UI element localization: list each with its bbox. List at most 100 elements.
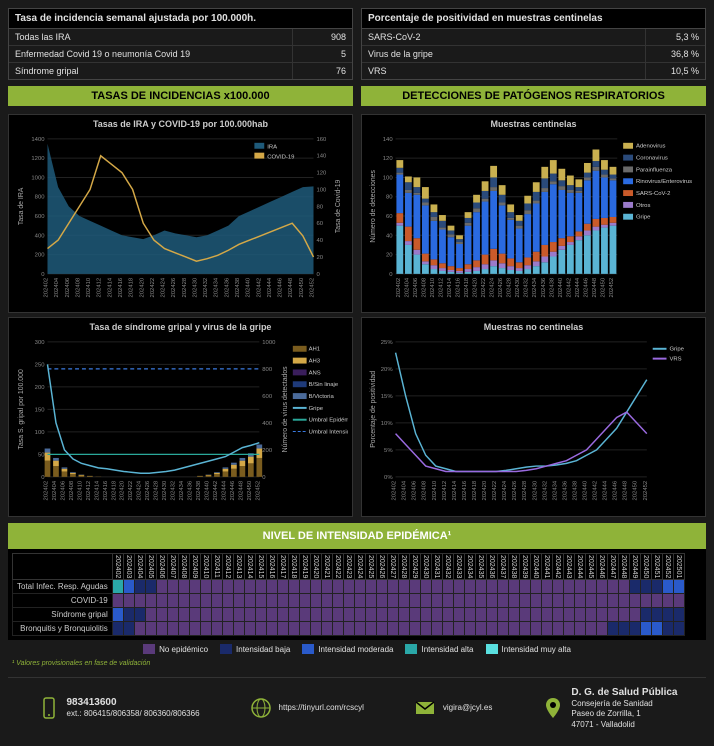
svg-text:202450: 202450 (633, 480, 639, 500)
svg-text:202416: 202416 (462, 480, 468, 500)
svg-text:202442: 202442 (593, 481, 599, 501)
svg-text:20%: 20% (381, 367, 394, 373)
svg-text:202406: 202406 (412, 480, 418, 500)
svg-text:250: 250 (35, 363, 46, 369)
svg-text:Gripe: Gripe (309, 406, 324, 412)
svg-text:202402: 202402 (396, 278, 402, 298)
svg-text:202450: 202450 (600, 277, 606, 297)
heatmap-row-label: Bronquitis y Bronquiolitis (13, 622, 113, 636)
svg-text:202414: 202414 (447, 277, 453, 297)
svg-text:202420: 202420 (139, 277, 145, 297)
svg-text:202426: 202426 (498, 277, 504, 297)
svg-text:400: 400 (35, 233, 46, 239)
svg-text:202434: 202434 (532, 277, 538, 297)
svg-text:10%: 10% (381, 421, 394, 427)
svg-text:Coronavirus: Coronavirus (636, 156, 668, 162)
svg-text:202444: 202444 (221, 480, 227, 500)
svg-text:202420: 202420 (473, 277, 479, 297)
svg-text:202442: 202442 (213, 481, 219, 501)
svg-text:202436: 202436 (224, 277, 230, 297)
svg-text:202412: 202412 (438, 278, 444, 298)
svg-text:202436: 202436 (562, 480, 568, 500)
svg-text:202404: 202404 (52, 480, 58, 500)
svg-text:202440: 202440 (246, 277, 252, 297)
svg-text:202440: 202440 (583, 480, 589, 500)
svg-text:202416: 202416 (456, 277, 462, 297)
svg-text:IRA: IRA (267, 145, 277, 151)
svg-text:800: 800 (35, 195, 46, 201)
svg-text:202452: 202452 (310, 278, 316, 298)
svg-text:202408: 202408 (69, 480, 75, 500)
svg-text:Tasa de IRA: Tasa de IRA (18, 187, 25, 225)
svg-text:200: 200 (35, 253, 46, 259)
svg-text:202424: 202424 (161, 277, 167, 297)
svg-text:SARS-CoV-2: SARS-CoV-2 (636, 191, 670, 197)
chart-ira-covid: Tasas de IRA y COVID-19 por 100.000hab 0… (8, 114, 353, 313)
svg-text:202414: 202414 (107, 277, 113, 297)
svg-text:202420: 202420 (482, 480, 488, 500)
svg-text:200: 200 (262, 448, 273, 454)
svg-text:202402: 202402 (43, 278, 49, 298)
svg-text:202410: 202410 (430, 277, 436, 297)
positivity-table: Porcentaje de positividad en muestras ce… (361, 8, 706, 80)
svg-text:160: 160 (316, 137, 327, 143)
svg-text:25%: 25% (381, 340, 394, 346)
svg-text:1000: 1000 (262, 340, 276, 346)
svg-text:Adenovirus: Adenovirus (636, 144, 666, 150)
svg-text:202416: 202416 (118, 277, 124, 297)
svg-text:0: 0 (41, 272, 45, 278)
location-icon (541, 696, 565, 720)
globe-icon (249, 696, 273, 720)
svg-text:202422: 202422 (492, 481, 498, 501)
svg-text:5%: 5% (384, 448, 393, 454)
table-row: Todas las IRA908 (9, 29, 352, 45)
svg-text:202408: 202408 (75, 277, 81, 297)
svg-text:0: 0 (262, 475, 266, 481)
svg-text:202402: 202402 (392, 481, 398, 501)
svg-text:202408: 202408 (421, 277, 427, 297)
incidence-table-title: Tasa de incidencia semanal ajustada por … (9, 9, 352, 29)
incidence-table: Tasa de incidencia semanal ajustada por … (8, 8, 353, 80)
svg-text:200: 200 (35, 385, 46, 391)
svg-text:202434: 202434 (552, 480, 558, 500)
svg-text:202450: 202450 (299, 277, 305, 297)
svg-text:0%: 0% (384, 475, 393, 481)
svg-text:Tasa S. gripal por 100.000: Tasa S. gripal por 100.000 (18, 369, 25, 449)
svg-text:202406: 202406 (413, 277, 419, 297)
svg-text:202404: 202404 (404, 277, 410, 297)
svg-text:202408: 202408 (422, 480, 428, 500)
svg-text:Gripe: Gripe (636, 215, 651, 221)
svg-text:202412: 202412 (86, 481, 92, 501)
svg-text:202434: 202434 (214, 277, 220, 297)
svg-text:202426: 202426 (145, 480, 151, 500)
footer: 983413600ext.: 806415/806358/ 806360/806… (8, 677, 706, 738)
svg-text:202406: 202406 (65, 277, 71, 297)
svg-text:80: 80 (386, 195, 393, 201)
table-row: VRS10,5 % (362, 62, 705, 79)
svg-text:Umbral Intensidad Media: Umbral Intensidad Media (309, 430, 348, 436)
svg-text:202428: 202428 (154, 480, 160, 500)
svg-text:20: 20 (316, 255, 323, 261)
table-row: Virus de la gripe36,8 % (362, 45, 705, 62)
svg-text:202444: 202444 (603, 480, 609, 500)
svg-text:202430: 202430 (515, 277, 521, 297)
svg-text:202422: 202422 (481, 278, 487, 298)
svg-text:202426: 202426 (171, 277, 177, 297)
svg-text:Otros: Otros (636, 203, 650, 209)
svg-text:202442: 202442 (256, 278, 262, 298)
svg-text:Número de virus detectados: Número de virus detectados (282, 366, 289, 453)
svg-text:202448: 202448 (623, 480, 629, 500)
svg-text:1400: 1400 (31, 137, 45, 143)
svg-text:202432: 202432 (524, 278, 530, 298)
svg-text:40: 40 (386, 233, 393, 239)
svg-text:400: 400 (262, 421, 273, 427)
svg-text:202448: 202448 (288, 277, 294, 297)
heatmap-row-label: COVID-19 (13, 594, 113, 608)
svg-text:202448: 202448 (238, 480, 244, 500)
svg-text:202418: 202418 (111, 480, 117, 500)
svg-text:COVID-19: COVID-19 (267, 155, 294, 161)
mail-icon (413, 696, 437, 720)
svg-text:202410: 202410 (77, 480, 83, 500)
svg-text:202436: 202436 (188, 480, 194, 500)
svg-text:140: 140 (316, 154, 327, 160)
